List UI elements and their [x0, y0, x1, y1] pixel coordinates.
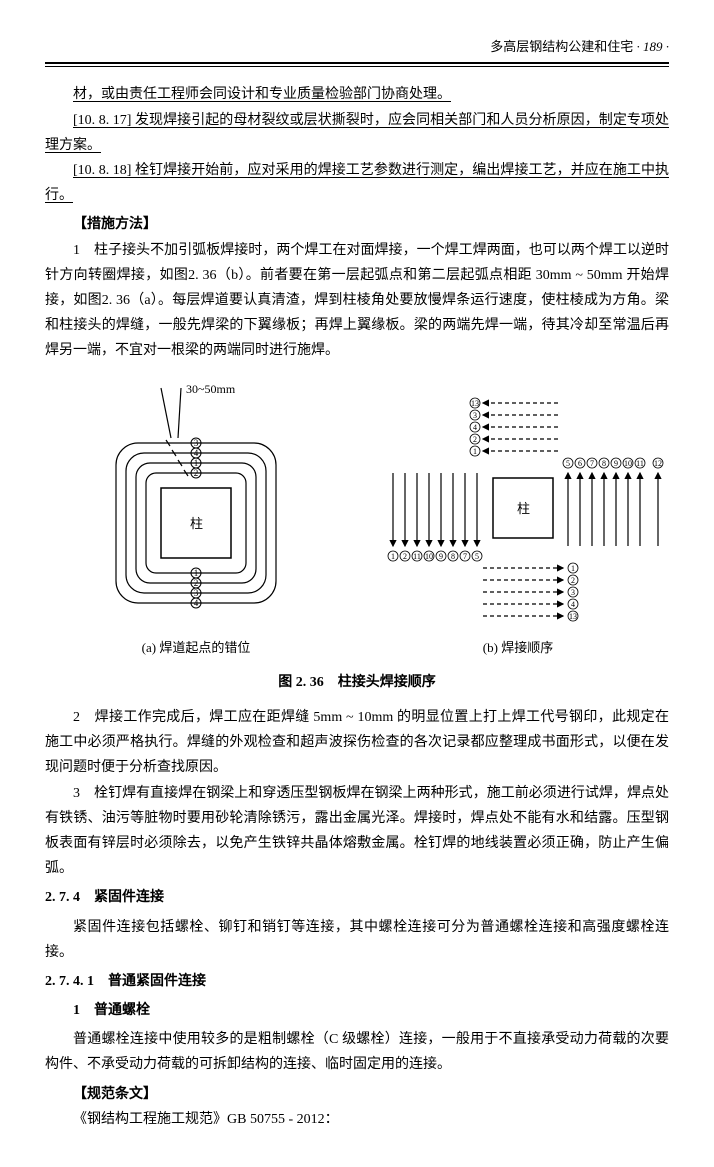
figure-a-svg: 30~50mm 柱 3 4 1 2: [86, 378, 306, 628]
figure-2-36: 30~50mm 柱 3 4 1 2: [45, 378, 669, 695]
svg-text:3: 3: [571, 588, 575, 597]
svg-text:1: 1: [194, 568, 199, 578]
figure-b: 柱 13 3 4 2 1: [367, 378, 669, 659]
svg-text:11: 11: [636, 459, 644, 468]
header-rule: [45, 66, 669, 67]
svg-text:1: 1: [391, 552, 395, 561]
svg-text:6: 6: [578, 459, 582, 468]
svg-text:2: 2: [403, 552, 407, 561]
svg-text:12: 12: [654, 459, 662, 468]
svg-text:11: 11: [413, 552, 421, 561]
clause-10-8-17: [10. 8. 17] 发现焊接引起的母材裂纹或层状撕裂时，应会同相关部门和人员…: [45, 108, 669, 158]
clause-10-8-18: [10. 8. 18] 栓钉焊接开始前，应对采用的焊接工艺参数进行测定，编出焊接…: [45, 158, 669, 208]
code-heading: 【规范条文】: [73, 1082, 669, 1107]
heading-2-7-4-1: 2. 7. 4. 1 普通紧固件连接: [45, 969, 669, 994]
para-2-7-4: 紧固件连接包括螺栓、铆钉和销钉等连接，其中螺栓连接可分为普通螺栓连接和高强度螺栓…: [45, 915, 669, 965]
svg-text:7: 7: [463, 552, 467, 561]
svg-text:13: 13: [471, 399, 479, 408]
svg-text:13: 13: [569, 612, 577, 621]
svg-text:9: 9: [614, 459, 618, 468]
svg-text:8: 8: [451, 552, 455, 561]
svg-text:10: 10: [624, 459, 632, 468]
page-number: · 189 ·: [637, 39, 670, 54]
continuation-line: 材，或由责任工程师会同设计和专业质量检验部门协商处理。: [45, 82, 669, 107]
svg-text:1: 1: [571, 564, 575, 573]
heading-2-7-4: 2. 7. 4 紧固件连接: [45, 885, 669, 910]
method-3: 3 栓钉焊有直接焊在钢梁上和穿透压型钢板焊在钢梁上两种形式，施工前必须进行试焊，…: [45, 781, 669, 882]
svg-text:5: 5: [475, 552, 479, 561]
svg-text:2: 2: [194, 468, 199, 478]
heading-bolts: 1 普通螺栓: [45, 998, 669, 1023]
page-header: 多高层钢结构公建和住宅 · 189 ·: [45, 35, 669, 64]
figure-a-caption: (a) 焊道起点的错位: [142, 636, 251, 659]
svg-text:1: 1: [473, 447, 477, 456]
svg-text:8: 8: [602, 459, 606, 468]
method-1: 1 柱子接头不加引弧板焊接时，两个焊工在对面焊接，一个焊工焊两面，也可以两个焊工…: [45, 238, 669, 364]
svg-text:4: 4: [194, 598, 199, 608]
svg-text:2: 2: [571, 576, 575, 585]
code-reference: 《钢结构工程施工规范》GB 50755 - 2012：: [45, 1107, 669, 1132]
svg-text:4: 4: [473, 423, 477, 432]
svg-text:3: 3: [194, 438, 199, 448]
svg-text:2: 2: [473, 435, 477, 444]
figure-a: 30~50mm 柱 3 4 1 2: [45, 378, 347, 659]
svg-text:1: 1: [194, 458, 199, 468]
figure-b-svg: 柱 13 3 4 2 1: [368, 378, 668, 628]
header-title: 多高层钢结构公建和住宅: [490, 39, 633, 54]
figure-b-caption: (b) 焊接顺序: [483, 636, 553, 659]
svg-text:7: 7: [590, 459, 594, 468]
svg-text:3: 3: [473, 411, 477, 420]
method-2: 2 焊接工作完成后，焊工应在距焊缝 5mm ~ 10mm 的明显位置上打上焊工代…: [45, 705, 669, 781]
para-bolts: 普通螺栓连接中使用较多的是粗制螺栓（C 级螺栓）连接，一般用于不直接承受动力荷载…: [45, 1027, 669, 1077]
svg-text:3: 3: [194, 588, 199, 598]
svg-text:4: 4: [194, 448, 199, 458]
svg-text:30~50mm: 30~50mm: [186, 382, 236, 396]
methods-heading: 【措施方法】: [73, 212, 669, 237]
svg-text:10: 10: [425, 552, 433, 561]
svg-text:4: 4: [571, 600, 575, 609]
svg-text:柱: 柱: [190, 516, 203, 531]
figure-main-caption: 图 2. 36 柱接头焊接顺序: [45, 670, 669, 695]
svg-text:9: 9: [439, 552, 443, 561]
svg-text:柱: 柱: [517, 501, 530, 516]
svg-text:5: 5: [566, 459, 570, 468]
svg-text:2: 2: [194, 578, 199, 588]
